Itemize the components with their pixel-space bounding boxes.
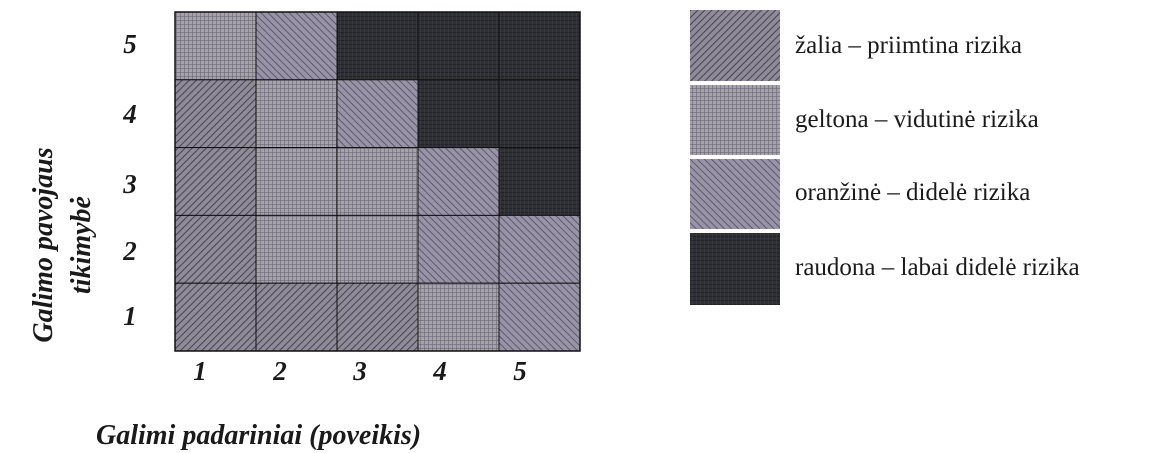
matrix-cell-l3-i1-green bbox=[174, 147, 257, 216]
matrix-cell-l3-i3-yellow bbox=[336, 147, 419, 216]
matrix-cell-l1-i3-green bbox=[336, 282, 419, 352]
matrix-cell-l5-i5-red bbox=[498, 11, 581, 81]
legend-label-yellow: geltona – vidutinė rizika bbox=[795, 106, 1039, 133]
matrix-cell-l1-i1-green bbox=[174, 282, 257, 352]
matrix-cell-l5-i3-red bbox=[336, 11, 419, 81]
matrix-cell-l5-i1-yellow bbox=[174, 11, 257, 81]
x-ticks: 1 2 3 4 5 bbox=[193, 356, 527, 386]
matrix-cell-l2-i1-green bbox=[174, 214, 257, 284]
matrix-cell-l5-i2-orange bbox=[255, 11, 338, 81]
legend-label-orange: oranžinė – didelė rizika bbox=[795, 179, 1030, 206]
y-axis-title: Galimo pavojaus tikimybė bbox=[28, 147, 97, 342]
matrix-cell-l4-i4-red bbox=[417, 79, 500, 149]
legend-swatch-green bbox=[690, 10, 780, 81]
matrix-cell-l3-i5-red bbox=[498, 147, 581, 216]
legend-label-green: žalia – priimtina rizika bbox=[795, 32, 1022, 59]
x-tick-1: 1 bbox=[193, 356, 207, 386]
y-axis-title-line-1: Galimo pavojaus bbox=[28, 147, 59, 342]
matrix-cell-l2-i4-orange bbox=[417, 214, 500, 284]
y-axis-title-line-2: tikimybė bbox=[66, 196, 97, 294]
legend-swatch-yellow bbox=[690, 85, 780, 155]
legend-label-red: raudona – labai didelė rizika bbox=[795, 254, 1080, 281]
matrix-cell-l4-i1-green bbox=[174, 79, 257, 149]
legend-swatch-orange bbox=[690, 159, 780, 229]
x-tick-4: 4 bbox=[432, 356, 447, 386]
x-axis-title: Galimi padariniai (poveikis) bbox=[96, 420, 421, 451]
legend-swatch-red bbox=[690, 233, 780, 305]
matrix-cell-l1-i5-orange bbox=[498, 282, 581, 352]
risk-matrix-grid bbox=[174, 11, 581, 352]
x-tick-2: 2 bbox=[272, 356, 287, 386]
matrix-cell-l1-i2-green bbox=[255, 282, 338, 352]
y-tick-3: 3 bbox=[122, 169, 137, 199]
matrix-cell-l2-i5-orange bbox=[498, 214, 581, 284]
y-tick-5: 5 bbox=[123, 29, 137, 59]
y-ticks: 5 4 3 2 1 bbox=[122, 29, 137, 331]
grid-frame bbox=[174, 11, 581, 352]
x-tick-3: 3 bbox=[352, 356, 367, 386]
matrix-cell-l1-i4-yellow bbox=[417, 282, 500, 352]
matrix-cell-l5-i4-red bbox=[417, 11, 500, 81]
matrix-cell-l4-i5-red bbox=[498, 79, 581, 149]
matrix-cell-l4-i2-yellow bbox=[255, 79, 338, 149]
matrix-cell-l3-i4-orange bbox=[417, 147, 500, 216]
matrix-cell-l3-i2-yellow bbox=[255, 147, 338, 216]
matrix-cell-l4-i3-orange bbox=[336, 79, 419, 149]
matrix-cell-l2-i3-yellow bbox=[336, 214, 419, 284]
y-tick-4: 4 bbox=[122, 99, 137, 129]
x-tick-5: 5 bbox=[513, 356, 527, 386]
matrix-cell-l2-i2-yellow bbox=[255, 214, 338, 284]
y-tick-1: 1 bbox=[123, 301, 137, 331]
y-tick-2: 2 bbox=[122, 236, 137, 266]
legend: žalia – priimtina rizika geltona – vidut… bbox=[690, 10, 1080, 305]
